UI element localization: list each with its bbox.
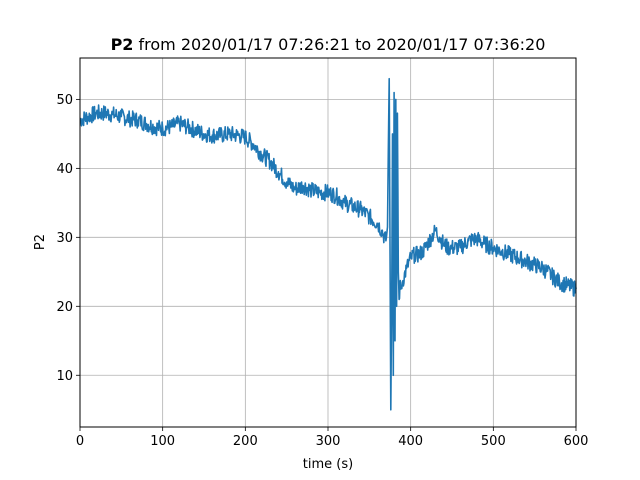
chart-title-bold: P2 [111, 35, 134, 54]
grid-lines [79, 58, 577, 427]
x-tick-label: 500 [481, 434, 506, 449]
x-tick-label: 200 [233, 434, 258, 449]
x-tick-label: 400 [398, 434, 423, 449]
chart-title: P2 from 2020/01/17 07:26:21 to 2020/01/1… [111, 35, 546, 54]
y-tick-label: 50 [56, 93, 73, 108]
x-tick-label: 100 [150, 434, 175, 449]
x-tick-label: 300 [316, 434, 341, 449]
y-tick-label: 40 [56, 162, 73, 177]
axis-ticks: 0 100 200 300 400 500 600 10 20 30 40 50 [56, 93, 588, 449]
x-axis-label: time (s) [303, 457, 353, 472]
plot-area [79, 77, 577, 411]
y-tick-label: 30 [56, 231, 73, 246]
y-tick-label: 10 [56, 369, 73, 384]
x-tick-label: 600 [564, 434, 589, 449]
x-tick-label: 0 [76, 434, 84, 449]
series-line [79, 77, 577, 411]
y-tick-label: 20 [56, 300, 73, 315]
chart-title-rest: from 2020/01/17 07:26:21 to 2020/01/17 0… [133, 35, 545, 54]
y-axis-label: P2 [33, 234, 48, 250]
